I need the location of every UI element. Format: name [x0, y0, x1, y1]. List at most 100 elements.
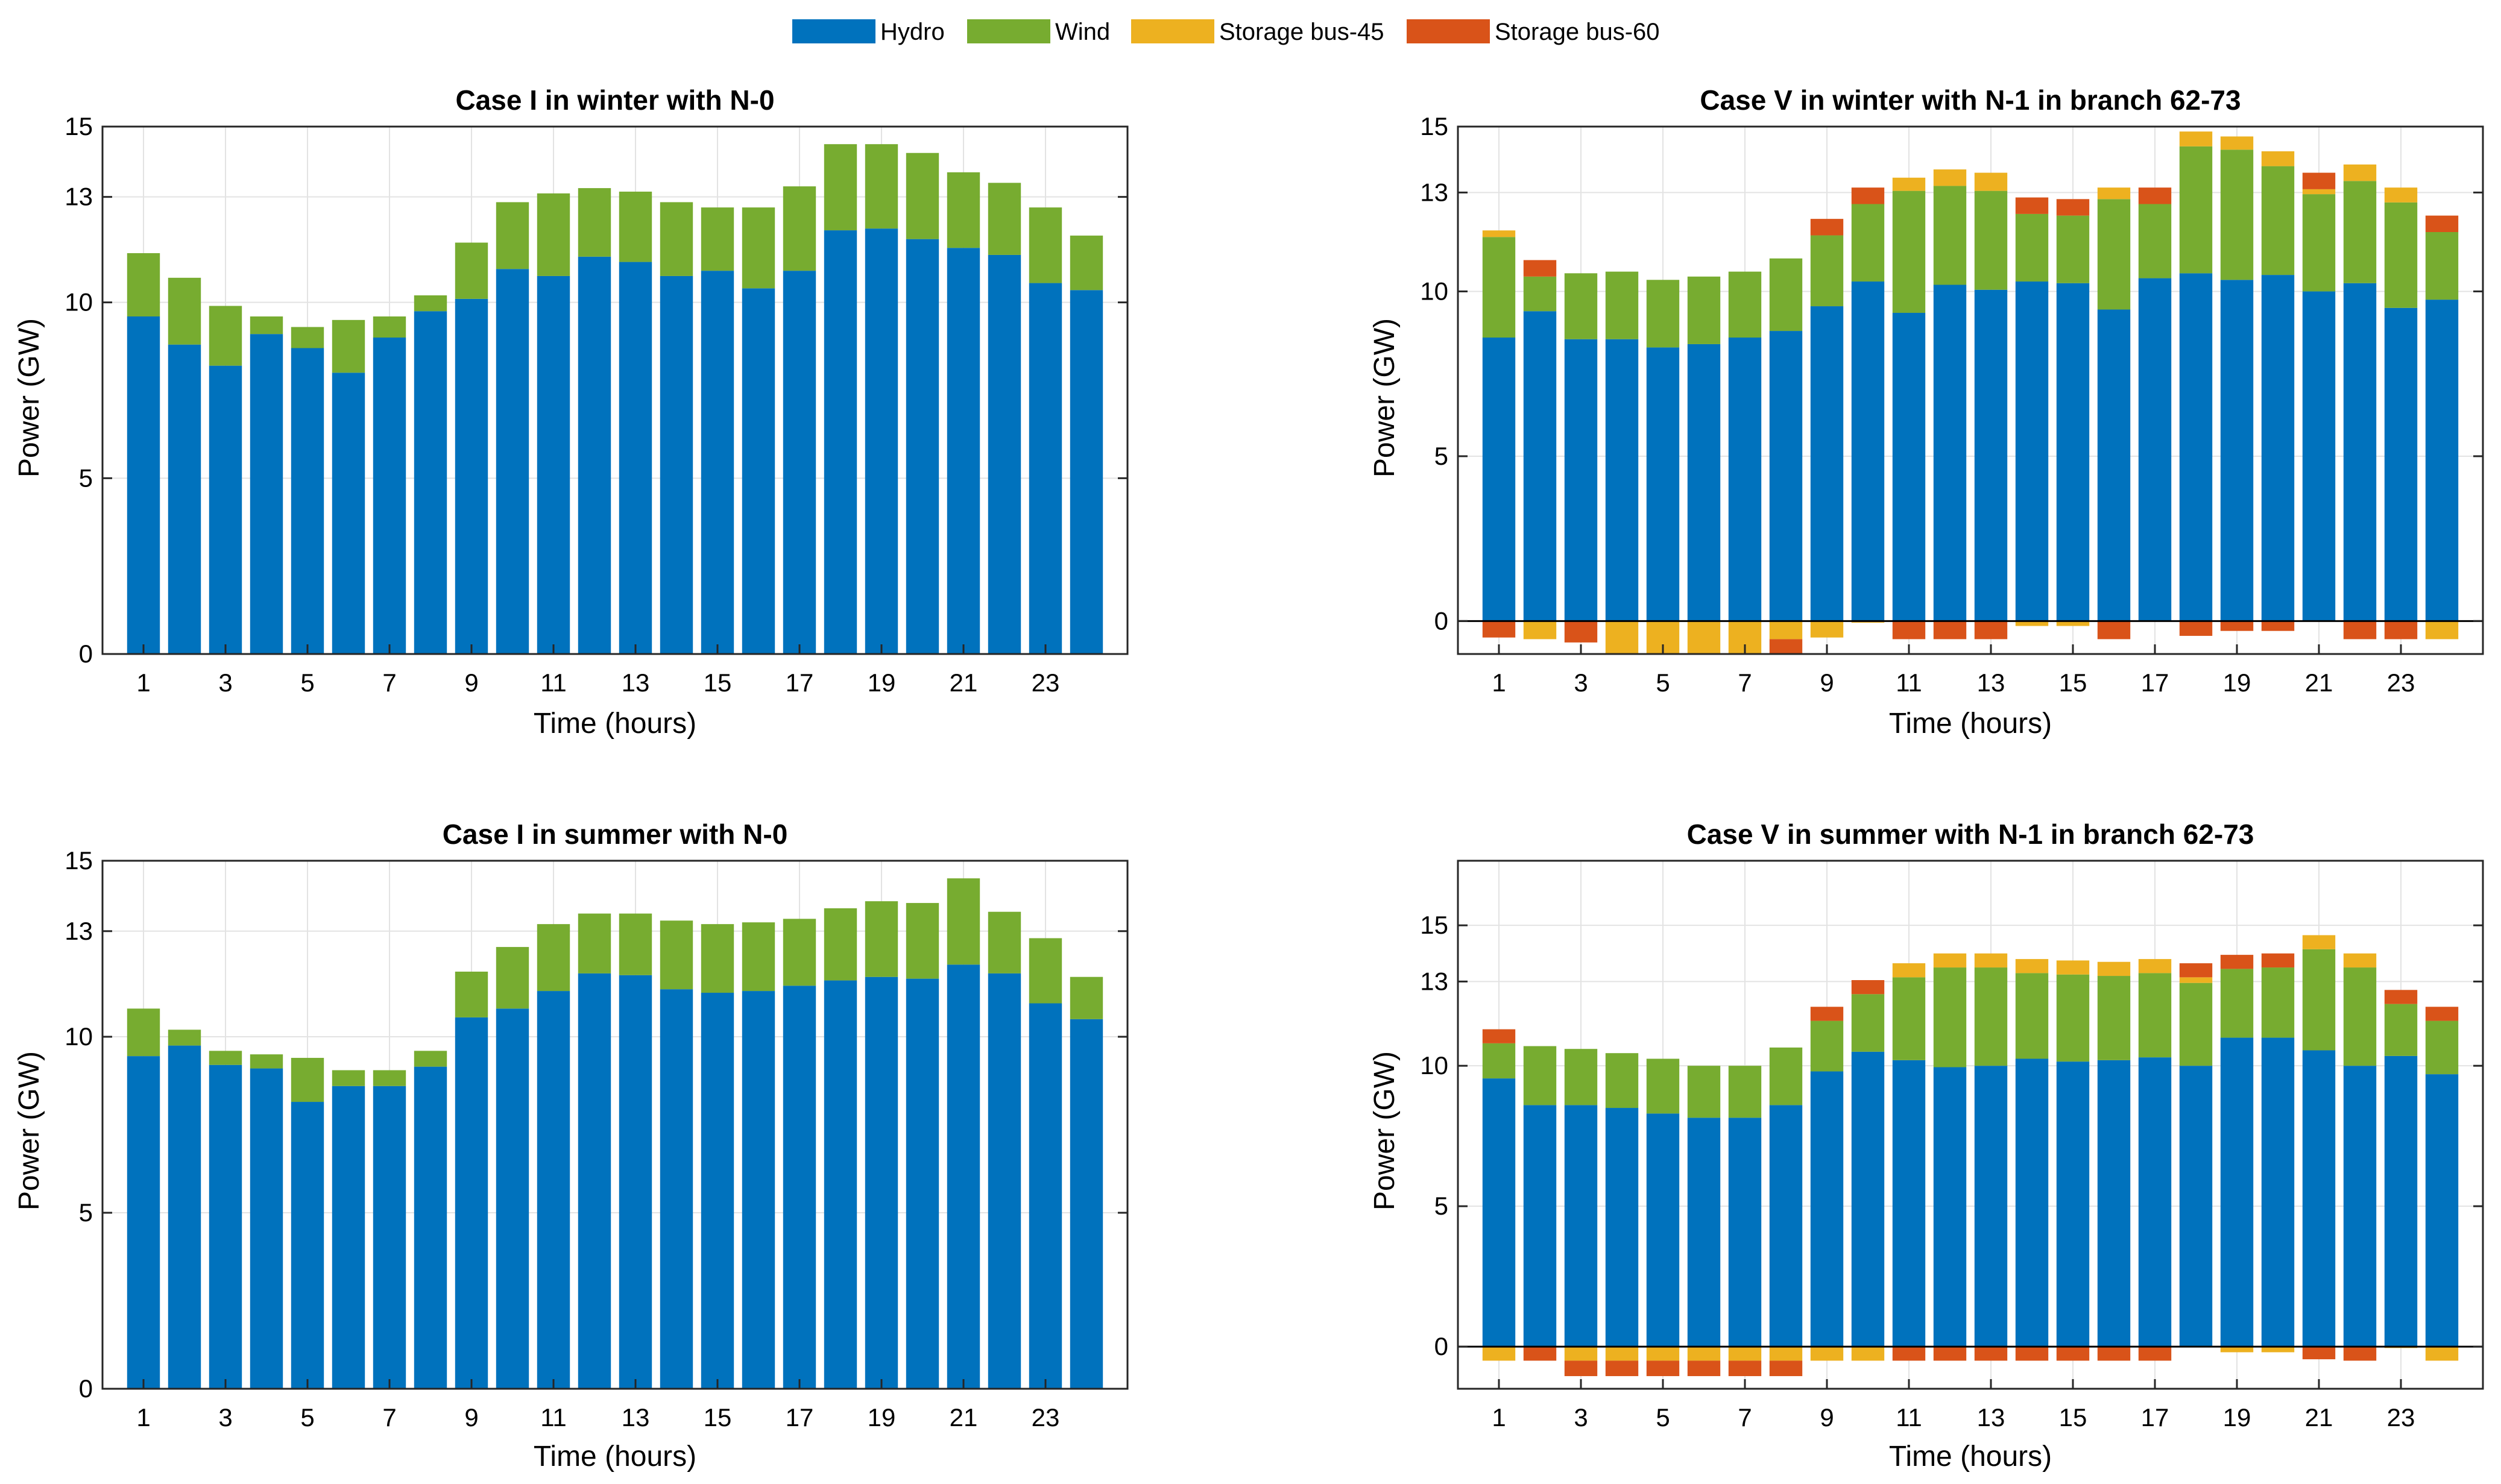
bar-wind — [619, 191, 652, 262]
axes-box — [1457, 860, 2484, 1390]
x-tick-label: 1 — [1492, 1403, 1506, 1432]
x-tick-label: 7 — [382, 668, 396, 697]
x-tick-label: 21 — [2305, 1403, 2333, 1432]
bar-storage-bus-45 — [2097, 187, 2131, 200]
bar-wind — [2097, 976, 2131, 1060]
bar-hydro — [2179, 273, 2213, 621]
bar-hydro — [1523, 1105, 1557, 1347]
bar-hydro — [1769, 1105, 1803, 1347]
bar-wind — [1974, 967, 2008, 1066]
bar-wind — [742, 922, 775, 992]
bar-hydro — [537, 991, 570, 1389]
bar-storage-bus-60 — [2138, 1347, 2172, 1361]
y-tick-label: 0 — [1434, 606, 1448, 635]
y-tick-label: 13 — [65, 917, 93, 945]
bar-wind — [332, 319, 365, 373]
bar-hydro — [1564, 1105, 1598, 1347]
bar-wind — [1523, 276, 1557, 312]
bar-wind — [1029, 207, 1062, 283]
bar-hydro — [742, 288, 775, 654]
bar-wind — [2384, 1004, 2418, 1056]
bar-wind — [2261, 166, 2295, 275]
bar-hydro — [2425, 300, 2459, 621]
bar-storage-bus-45 — [2343, 164, 2377, 181]
bar-storage-bus-45 — [1564, 1347, 1598, 1361]
bar-hydro — [1070, 290, 1103, 654]
bar-hydro — [1523, 311, 1557, 621]
bar-storage-bus-60 — [1892, 1347, 1926, 1361]
bar-storage-bus-60 — [1564, 1360, 1598, 1377]
bar-hydro — [1851, 1051, 1885, 1347]
bar-wind — [373, 1070, 406, 1086]
bar-wind — [1482, 237, 1516, 338]
legend-label-hydro: Hydro — [880, 19, 945, 45]
legend-swatch-hydro — [792, 19, 875, 43]
bar-wind — [2261, 967, 2295, 1038]
bar-storage-bus-45 — [1810, 621, 1844, 638]
bar-hydro — [2015, 1058, 2049, 1347]
bar-hydro — [455, 1017, 488, 1389]
bar-wind — [2384, 202, 2418, 308]
x-tick-label: 11 — [1896, 668, 1922, 697]
bar-wind — [168, 1030, 201, 1046]
bar-wind — [824, 908, 857, 981]
bar-storage-bus-45 — [2097, 961, 2131, 976]
y-axis-label: Power (GW) — [1369, 1051, 1401, 1210]
bar-hydro — [496, 1008, 529, 1389]
bar-wind — [1482, 1043, 1516, 1079]
bar-wind — [1070, 235, 1103, 291]
bar-storage-bus-60 — [1974, 1347, 2008, 1361]
chart-title: Case I in summer with N-0 — [443, 819, 788, 850]
bar-hydro — [414, 311, 447, 654]
bar-storage-bus-60 — [1564, 621, 1598, 643]
legend-swatch-wind — [967, 19, 1050, 43]
bar-storage-bus-60 — [1892, 621, 1926, 640]
bar-hydro — [1974, 1066, 2008, 1347]
bar-hydro — [127, 316, 160, 654]
bar-wind — [2302, 949, 2336, 1051]
bar-storage-bus-45 — [2138, 959, 2172, 973]
bar-storage-bus-45 — [1687, 621, 1721, 654]
x-tick-label: 1 — [136, 668, 150, 697]
bar-hydro — [1482, 1078, 1516, 1347]
bar-hydro — [1564, 339, 1598, 621]
bar-storage-bus-60 — [2343, 1347, 2377, 1361]
x-tick-label: 1 — [136, 1403, 150, 1432]
bar-storage-bus-60 — [1810, 1007, 1844, 1021]
bar-storage-bus-45 — [1482, 1347, 1516, 1361]
x-tick-label: 19 — [868, 668, 896, 697]
bar-hydro — [783, 271, 816, 655]
bar-hydro — [1892, 1060, 1926, 1347]
y-tick-label: 10 — [1420, 277, 1448, 305]
bar-wind — [1728, 271, 1762, 338]
bar-wind — [2056, 215, 2090, 283]
bar-storage-bus-60 — [2302, 172, 2336, 189]
bar-wind — [250, 316, 283, 335]
x-tick-label: 23 — [2387, 1403, 2415, 1432]
bar-wind — [660, 202, 693, 276]
bar-storage-bus-45 — [1892, 177, 1926, 191]
bar-wind — [2179, 146, 2213, 274]
bar-wind — [168, 277, 201, 345]
y-tick-label: 0 — [79, 1374, 93, 1403]
bar-hydro — [1687, 344, 1721, 621]
bar-hydro — [824, 230, 857, 654]
bar-hydro — [1892, 312, 1926, 621]
bar-wind — [906, 903, 939, 979]
x-tick-label: 3 — [218, 1403, 232, 1432]
bar-hydro — [1029, 1003, 1062, 1389]
bar-hydro — [1933, 285, 1967, 621]
y-tick-label: 0 — [1434, 1332, 1448, 1360]
y-tick-label: 13 — [1420, 967, 1448, 995]
bar-storage-bus-45 — [2220, 136, 2254, 150]
bar-hydro — [783, 986, 816, 1389]
bar-hydro — [906, 978, 939, 1389]
bar-wind — [578, 913, 611, 973]
bar-wind — [496, 202, 529, 269]
bar-wind — [2015, 973, 2049, 1059]
bar-hydro — [2261, 1037, 2295, 1347]
bar-hydro — [2343, 1066, 2377, 1347]
bar-hydro — [2220, 280, 2254, 621]
